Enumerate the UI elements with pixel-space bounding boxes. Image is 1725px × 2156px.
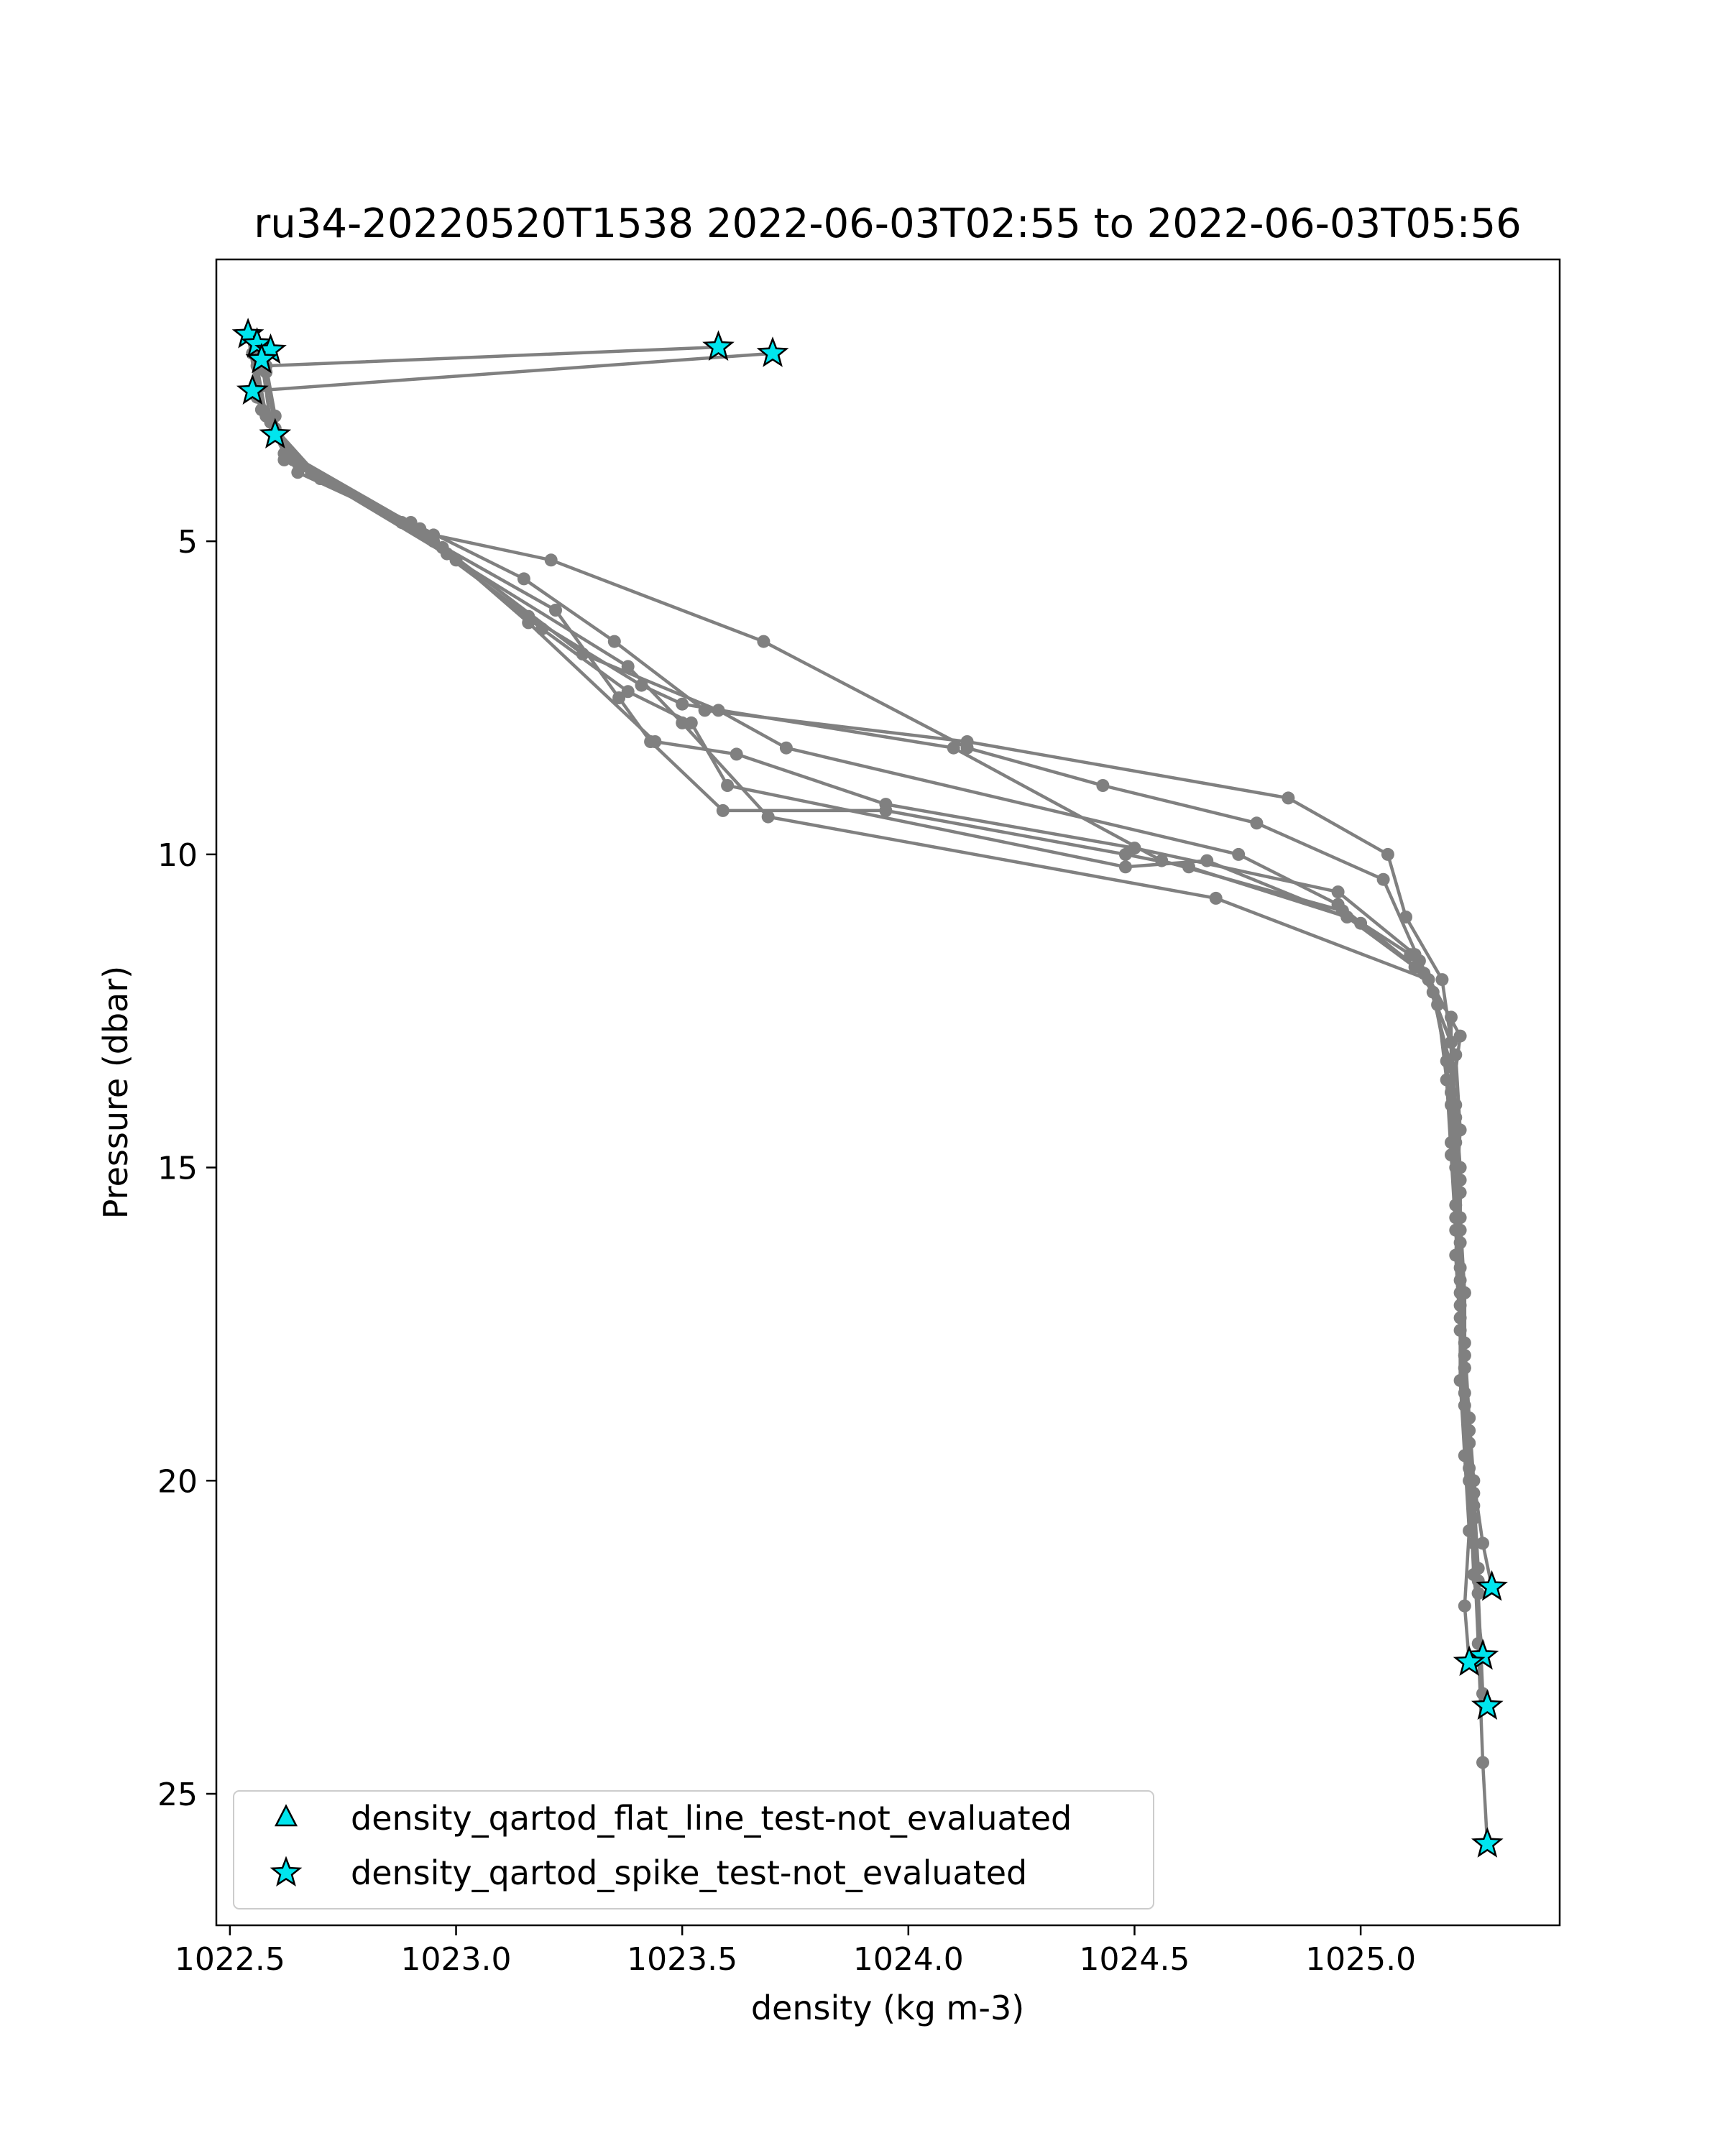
data-point — [730, 747, 743, 761]
legend-triangle-marker — [274, 1804, 298, 1827]
series-layer — [242, 328, 1499, 1851]
data-point — [947, 741, 960, 755]
data-point — [1449, 1135, 1463, 1149]
data-point — [1458, 1286, 1471, 1299]
spike-flag-star-marker — [1453, 1645, 1486, 1677]
data-point — [1463, 1437, 1476, 1450]
y-tick-label: 10 — [157, 837, 198, 874]
data-point — [1250, 816, 1264, 830]
data-point — [576, 648, 589, 660]
data-point — [621, 685, 635, 699]
y-tick-label: 5 — [178, 524, 198, 561]
y-tick-label: 20 — [157, 1463, 198, 1500]
data-point — [644, 735, 658, 748]
plot-area — [231, 318, 1508, 1858]
spike-flag-star-marker — [236, 374, 269, 405]
y-tick-label: 15 — [157, 1151, 198, 1187]
data-point — [1476, 1756, 1489, 1769]
data-point — [612, 691, 626, 704]
spike-flag-star-marker — [756, 336, 789, 367]
data-point — [676, 716, 689, 729]
data-point — [607, 635, 621, 648]
data-point — [1422, 973, 1435, 987]
profile-series-8 — [259, 365, 1485, 1600]
data-point — [1118, 860, 1132, 874]
spike-flag-star-marker — [1471, 1689, 1504, 1720]
data-point — [1476, 1537, 1489, 1550]
flagged-points-layer — [231, 318, 1508, 1858]
plot-frame — [215, 258, 1561, 1927]
spike-flag-star-marker — [1471, 1827, 1504, 1858]
x-tick-label: 1024.5 — [1079, 1941, 1190, 1978]
data-point — [1445, 1010, 1458, 1024]
data-point — [1331, 898, 1345, 911]
data-point — [1471, 1587, 1485, 1600]
y-axis: 5 10 15 20 25 — [157, 524, 216, 1813]
data-point — [544, 553, 558, 567]
data-point — [313, 472, 327, 485]
data-point — [621, 660, 635, 673]
x-tick-label: 1023.0 — [401, 1941, 512, 1978]
spike-flag-star-marker — [1476, 1570, 1508, 1601]
x-axis-label: density (kg m-3) — [751, 1989, 1024, 2027]
data-point — [721, 779, 735, 792]
data-point — [1118, 847, 1132, 861]
data-point — [761, 810, 775, 824]
legend-star-marker — [270, 1856, 303, 1887]
data-point — [960, 741, 974, 755]
data-point — [1445, 1061, 1458, 1074]
data-point — [1467, 1511, 1481, 1525]
data-point — [1381, 847, 1394, 861]
data-point — [757, 635, 770, 648]
data-point — [1453, 1211, 1467, 1225]
data-point — [305, 466, 318, 479]
x-tick-label: 1024.0 — [853, 1941, 964, 1978]
data-point — [1458, 1361, 1471, 1375]
data-point — [676, 697, 689, 711]
spike-flag-star-marker — [259, 418, 292, 449]
data-point — [1458, 1599, 1471, 1613]
data-point — [517, 572, 530, 586]
x-axis: 1022.5 1023.0 1023.5 1024.0 1024.5 1025.0 — [175, 1925, 1416, 1978]
legend-box — [233, 1790, 1154, 1909]
data-point — [712, 704, 725, 717]
legend: density_qartod_flat_line_test-not_evalua… — [233, 1790, 1154, 1909]
x-tick-label: 1022.5 — [175, 1941, 285, 1978]
legend-entry-spike: density_qartod_spike_test-not_evaluated — [351, 1853, 1027, 1892]
legend-entry-flat-line: density_qartod_flat_line_test-not_evalua… — [351, 1799, 1072, 1838]
data-point — [879, 803, 893, 817]
y-axis-label: Pressure (dbar) — [96, 966, 135, 1219]
data-point — [1200, 854, 1214, 867]
chart-title: ru34-20220520T1538 2022-06-03T02:55 to 2… — [254, 201, 1521, 247]
data-point — [549, 604, 562, 617]
data-point — [1376, 872, 1390, 886]
data-point — [1331, 885, 1345, 899]
data-point — [1445, 1036, 1458, 1049]
x-tick-label: 1025.0 — [1305, 1941, 1416, 1978]
data-point — [1453, 1029, 1467, 1043]
spike-flag-star-marker — [702, 330, 735, 361]
data-point — [779, 741, 793, 755]
data-point — [1209, 891, 1223, 905]
spike-flag-star-marker — [1466, 1639, 1499, 1670]
data-point — [684, 716, 698, 729]
x-tick-label: 1023.5 — [627, 1941, 737, 1978]
data-point — [716, 803, 730, 817]
spike-flag-star-marker — [245, 342, 278, 374]
data-point — [449, 553, 463, 567]
y-tick-label: 25 — [157, 1777, 198, 1813]
data-point — [1435, 973, 1449, 987]
data-point — [1282, 791, 1295, 805]
data-point — [1096, 779, 1110, 792]
spike-flag-star-marker — [241, 327, 274, 358]
data-point — [1232, 847, 1246, 861]
